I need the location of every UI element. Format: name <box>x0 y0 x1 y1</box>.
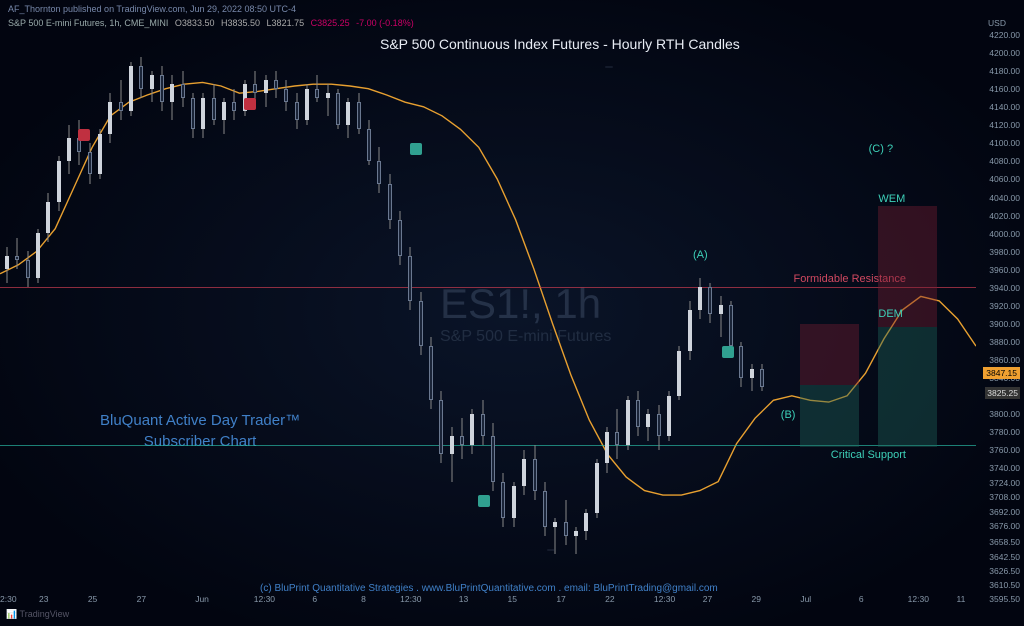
y-tick: 3708.00 <box>989 492 1020 502</box>
x-tick: 12:30 <box>654 594 675 604</box>
tradingview-logo: 📊 TradingView <box>6 609 69 620</box>
publisher-line: AF_Thornton published on TradingView.com… <box>8 4 296 14</box>
y-tick: 4140.00 <box>989 102 1020 112</box>
y-tick: 3610.50 <box>989 580 1020 590</box>
wem-zone-lower <box>878 327 937 448</box>
y-axis: 4220.00 4200.00 4180.00 4160.00 4140.00 4120.… <box>976 18 1022 606</box>
y-tick: 3626.50 <box>989 566 1020 576</box>
dem-zone-lower <box>800 385 859 447</box>
x-tick: 12:30 <box>254 594 275 604</box>
y-tick: 3780.00 <box>989 427 1020 437</box>
ticker-line: S&P 500 E-mini Futures, 1h, CME_MINI O38… <box>8 18 418 28</box>
y-tick: 4060.00 <box>989 174 1020 184</box>
x-tick: 6 <box>859 594 864 604</box>
price-badge: 3847.15 <box>983 367 1020 379</box>
y-tick: 3658.50 <box>989 537 1020 547</box>
x-tick: 25 <box>88 594 97 604</box>
y-tick: 3760.00 <box>989 445 1020 455</box>
x-tick: 27 <box>137 594 146 604</box>
buy-marker <box>478 495 490 507</box>
x-tick: 8 <box>361 594 366 604</box>
ohlc-c: C3825.25 <box>311 18 350 28</box>
buy-marker <box>722 346 734 358</box>
y-tick: 3920.00 <box>989 301 1020 311</box>
y-tick: 3900.00 <box>989 319 1020 329</box>
y-tick: 4120.00 <box>989 120 1020 130</box>
y-tick: 4040.00 <box>989 193 1020 203</box>
y-tick: 3940.00 <box>989 283 1020 293</box>
x-tick: 11 <box>956 594 965 604</box>
y-tick: 4080.00 <box>989 156 1020 166</box>
ohlc-o: O3833.50 <box>175 18 215 28</box>
y-tick: 3676.00 <box>989 521 1020 531</box>
y-tick: 4100.00 <box>989 138 1020 148</box>
y-tick: 4160.00 <box>989 84 1020 94</box>
y-tick: 4020.00 <box>989 211 1020 221</box>
y-tick: 3740.00 <box>989 463 1020 473</box>
small-label <box>605 66 613 68</box>
annotation-wem: WEM <box>878 193 905 205</box>
moving-average-line <box>0 30 976 594</box>
ohlc-h: H3835.50 <box>221 18 260 28</box>
y-tick: 3880.00 <box>989 337 1020 347</box>
annotation-dem: DEM <box>878 308 902 320</box>
y-tick: 4220.00 <box>989 30 1020 40</box>
x-tick: 12:30 <box>400 594 421 604</box>
y-tick: 3800.00 <box>989 409 1020 419</box>
y-tick: 3724.00 <box>989 478 1020 488</box>
y-tick: 3595.50 <box>989 594 1020 604</box>
x-tick: 17 <box>556 594 565 604</box>
x-tick: 12:30 <box>908 594 929 604</box>
y-tick: 4000.00 <box>989 229 1020 239</box>
y-tick: 3692.00 <box>989 507 1020 517</box>
sell-marker <box>244 98 256 110</box>
x-tick: 13 <box>459 594 468 604</box>
x-tick: 29 <box>752 594 761 604</box>
resistance-line <box>0 287 976 288</box>
y-tick: 3825.25 <box>985 387 1020 399</box>
ohlc-l: L3821.75 <box>267 18 305 28</box>
x-tick: 15 <box>508 594 517 604</box>
sell-marker <box>78 129 90 141</box>
small-label <box>547 549 555 551</box>
buy-marker <box>410 143 422 155</box>
x-tick: Jul <box>800 594 811 604</box>
x-tick: 2:30 <box>0 594 17 604</box>
annotation-c: (C) ? <box>869 143 893 155</box>
x-tick: 6 <box>312 594 317 604</box>
ticker-symbol: S&P 500 E-mini Futures, 1h, CME_MINI <box>8 18 168 28</box>
annotation-a: (A) <box>693 249 708 261</box>
ohlc-chg: -7.00 (-0.18%) <box>356 18 414 28</box>
annotation-b: (B) <box>781 409 796 421</box>
x-tick: 27 <box>703 594 712 604</box>
chart-plot-area[interactable]: Formidable ResistanceCritical Support(A)… <box>0 30 976 594</box>
dem-zone-upper <box>800 324 859 386</box>
y-tick: 4180.00 <box>989 66 1020 76</box>
y-tick: 3980.00 <box>989 247 1020 257</box>
support-label: Critical Support <box>831 449 906 461</box>
x-axis: 2:30 23 25 27 Jun 12:30 6 8 12:30 13 15 17 22 12:30 27… <box>0 594 976 608</box>
x-tick: 22 <box>605 594 614 604</box>
y-tick: 3860.00 <box>989 355 1020 365</box>
y-tick: 3642.50 <box>989 552 1020 562</box>
y-tick: 3960.00 <box>989 265 1020 275</box>
y-tick: 4200.00 <box>989 48 1020 58</box>
x-tick: Jun <box>195 594 209 604</box>
x-tick: 23 <box>39 594 48 604</box>
